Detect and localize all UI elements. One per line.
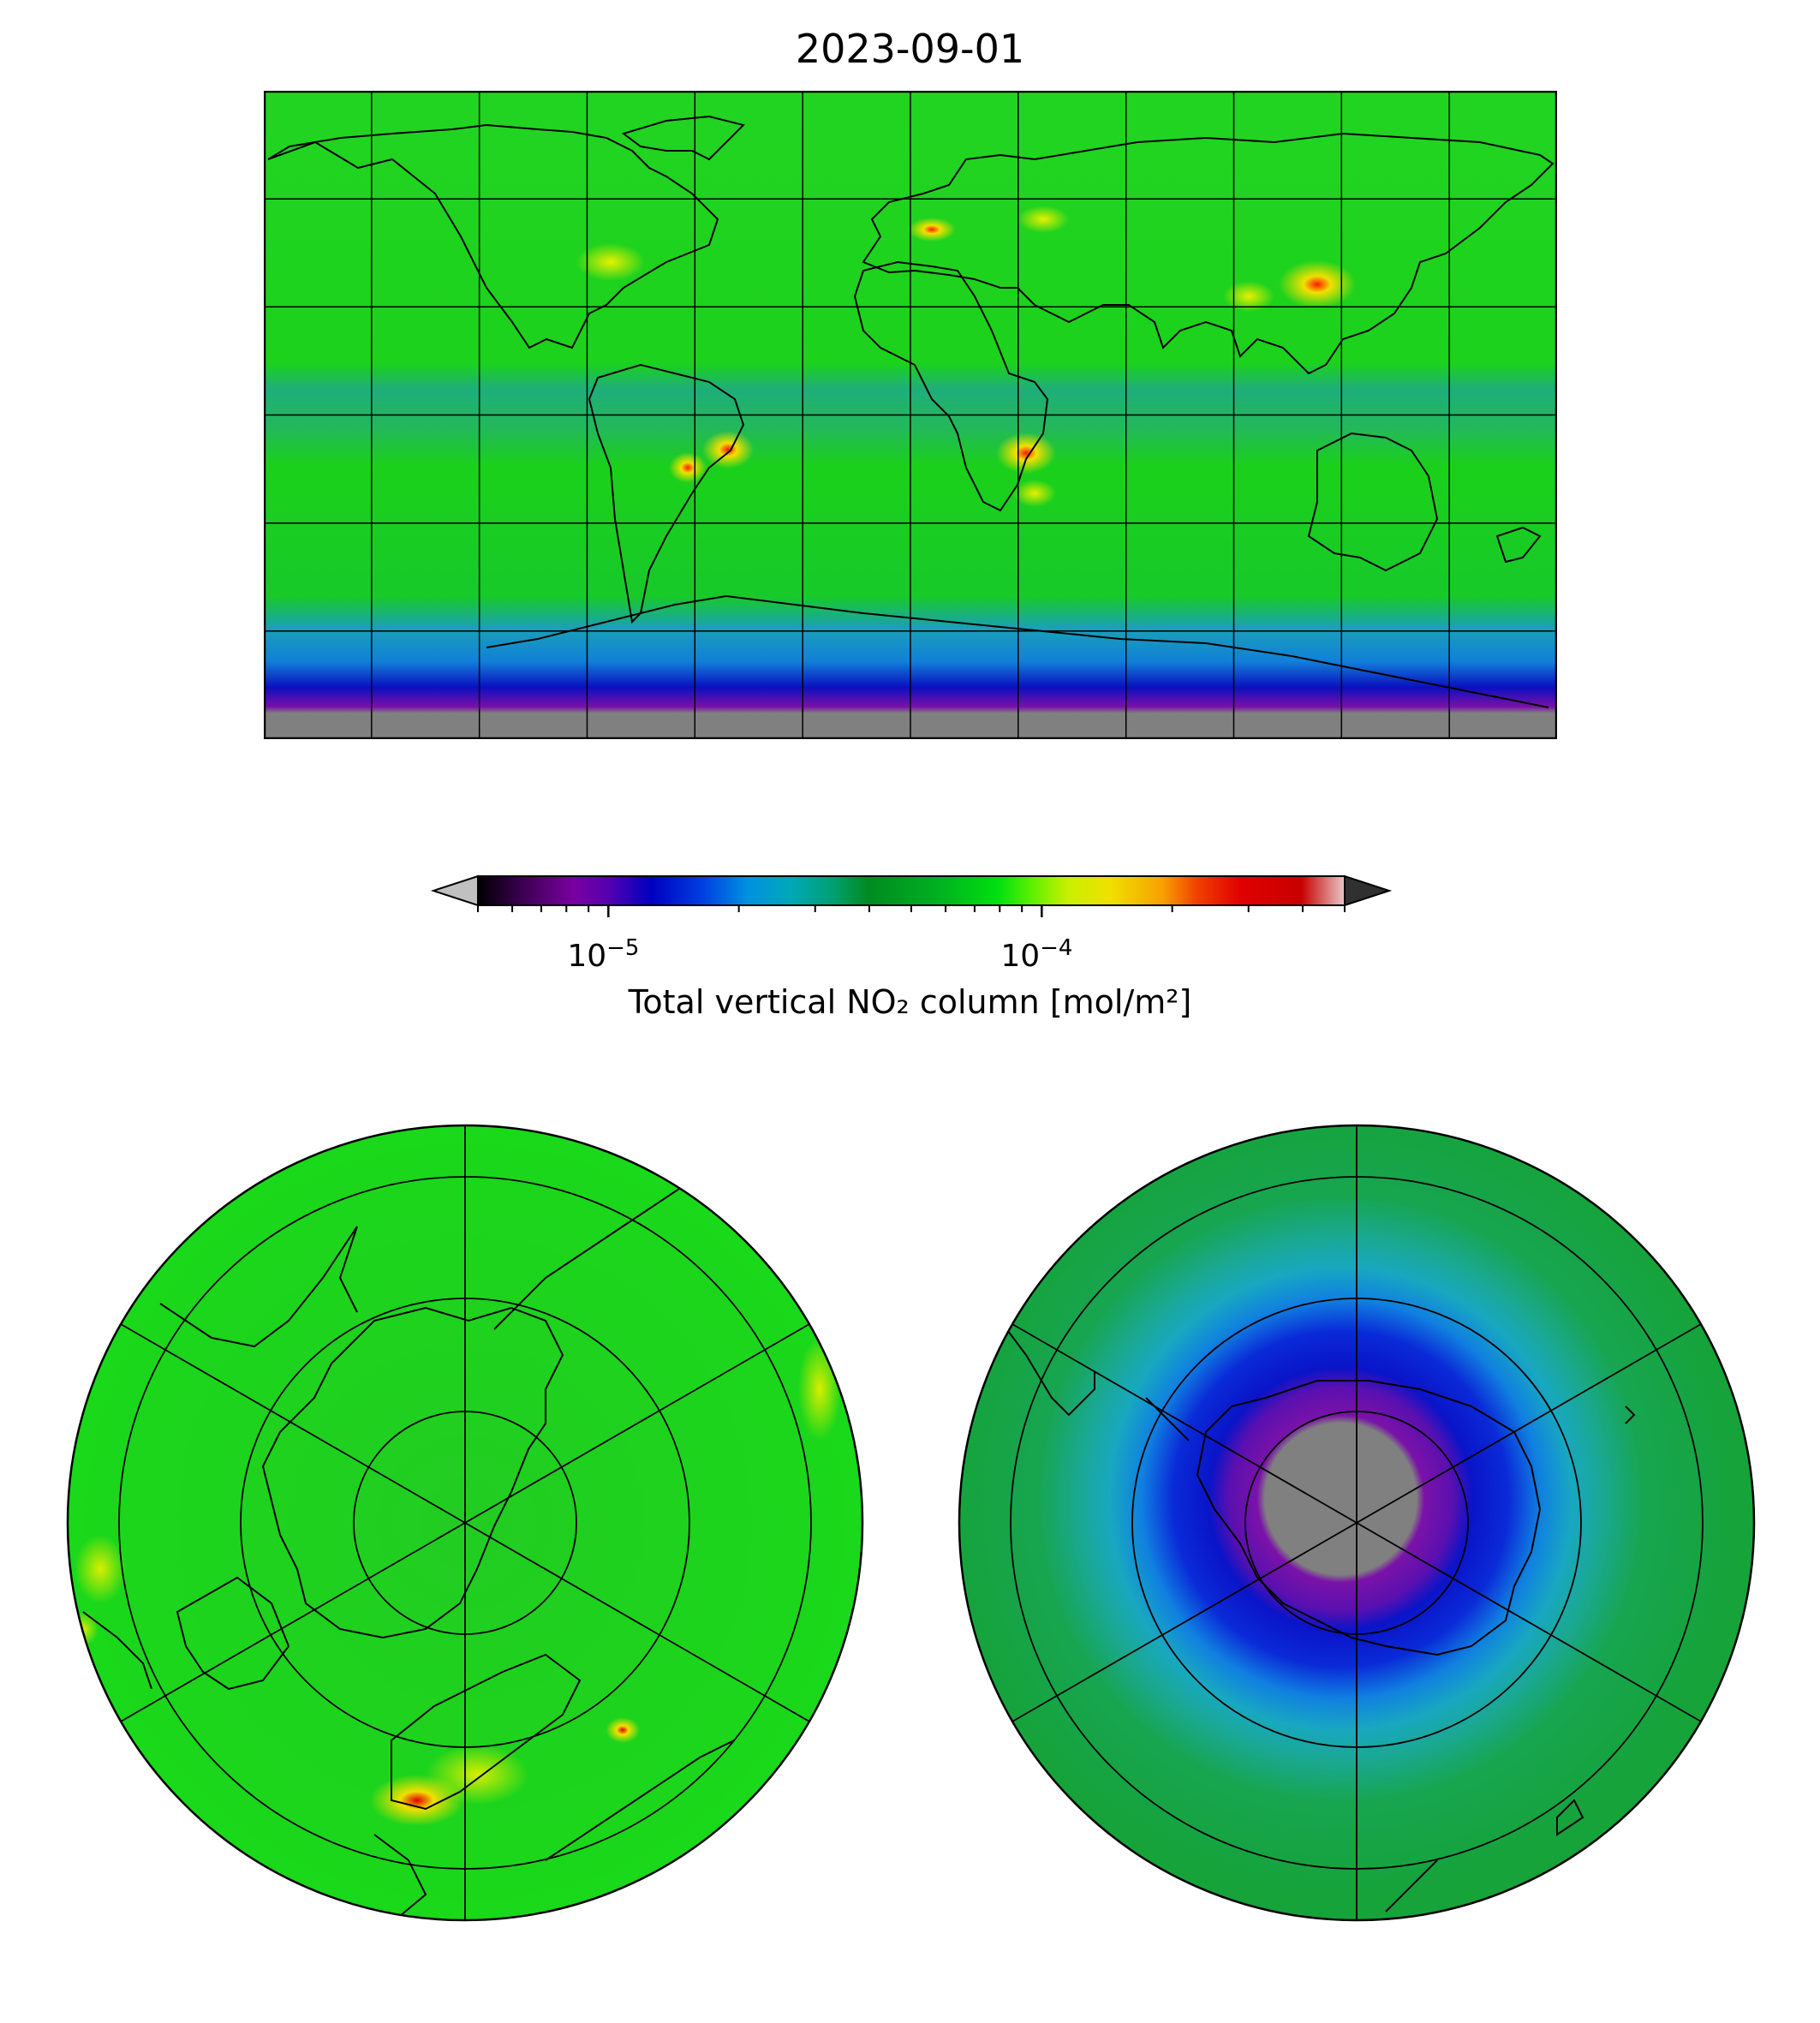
colorbar-ticks <box>477 905 1346 917</box>
north-polar-map <box>66 1124 864 1922</box>
colorbar-tick-label: 10−4 <box>1000 935 1073 974</box>
south-gridlines <box>1010 1125 1704 1920</box>
colorbar-label: Total vertical NO₂ column [mol/m²] <box>628 983 1192 1021</box>
colorbar-over-triangle <box>1344 874 1393 907</box>
no2-hotspots <box>576 206 1356 507</box>
world-map <box>264 91 1557 739</box>
north-hotspots <box>68 1338 841 1826</box>
south-frame <box>958 1124 1756 1922</box>
map-gridlines <box>264 91 1557 739</box>
north-gridlines <box>118 1125 812 1920</box>
map-frame <box>264 91 1557 739</box>
south-polar-map <box>958 1124 1756 1922</box>
colorbar-body <box>477 875 1346 906</box>
colorbar-tick-label: 10−5 <box>567 935 640 974</box>
colorbar <box>430 874 1393 917</box>
figure-title: 2023-09-01 <box>795 26 1025 72</box>
coastlines <box>267 115 1554 708</box>
colorbar-under-triangle <box>430 874 479 907</box>
south-coastlines <box>1000 1320 1636 1913</box>
north-frame <box>66 1124 864 1922</box>
